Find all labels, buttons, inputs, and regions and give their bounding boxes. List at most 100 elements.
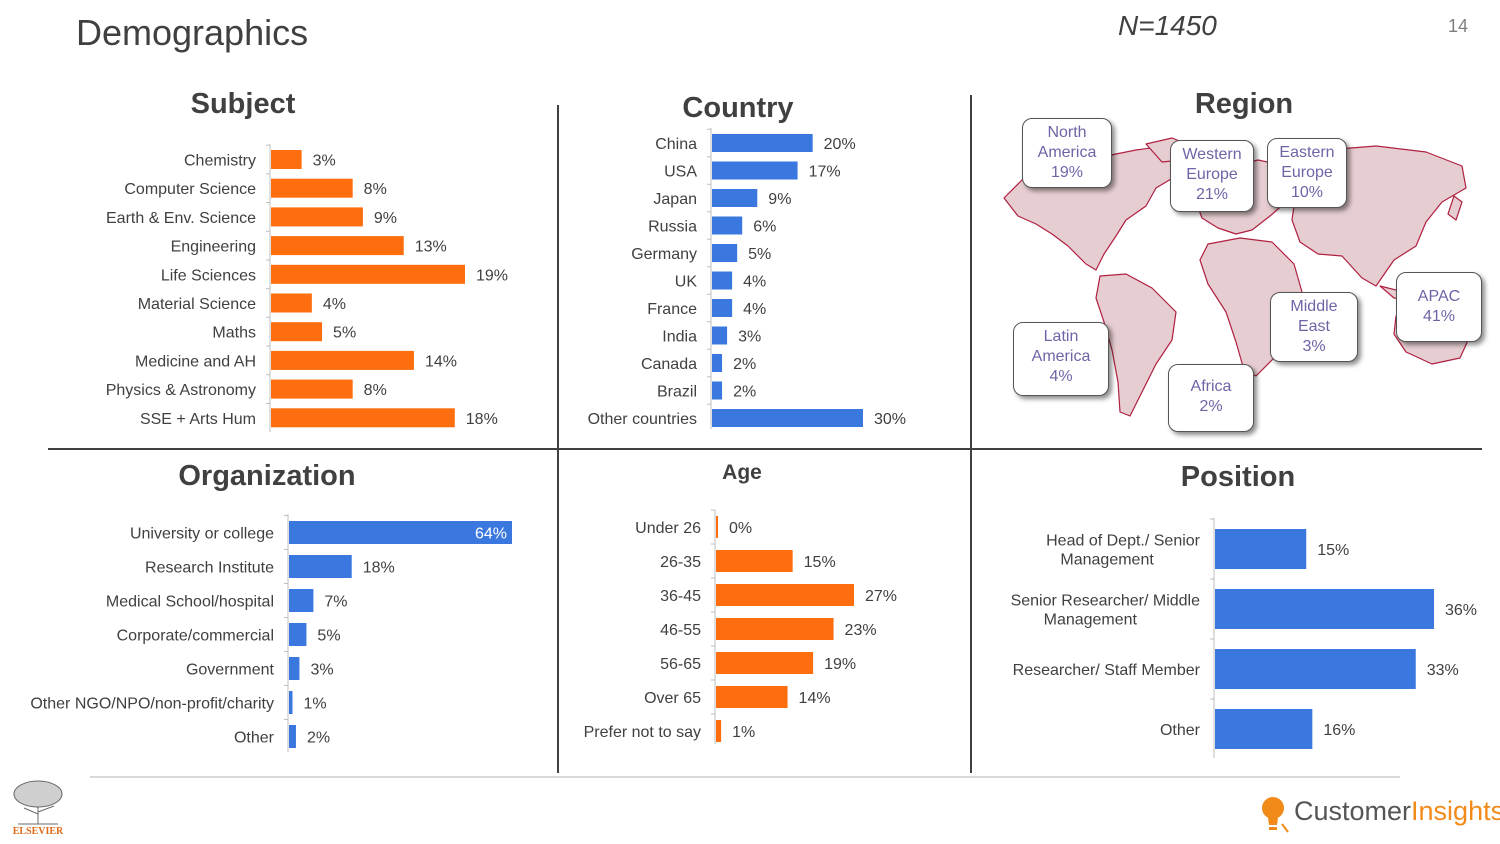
subject-chart: Chemistry 3% Computer Science 8% Earth & Env… (106, 144, 508, 432)
subject-category-label: Earth & Env. Science (106, 210, 256, 227)
country-value-label: 17% (809, 164, 841, 181)
organization-bar (289, 521, 512, 544)
age-bar (716, 720, 722, 742)
subject-category-label: Material Science (138, 296, 256, 313)
country-title: Country (682, 92, 794, 124)
position-value-label: 16% (1323, 722, 1355, 739)
country-category-label: UK (675, 274, 698, 291)
country-bar (712, 381, 723, 400)
age-value-label: 27% (865, 588, 897, 605)
subject-category-label: Medicine and AH (135, 353, 256, 370)
organization-category-label: University or college (130, 526, 274, 543)
age-bar (716, 618, 834, 640)
region-callout-line2: Europe (1186, 166, 1238, 183)
subject-bar (271, 236, 404, 256)
organization-value-label: 1% (303, 696, 326, 713)
organization-value-label: 7% (324, 594, 347, 611)
subject-bar (271, 178, 353, 198)
region-callout-line2: America (1037, 144, 1097, 161)
country-category-label: France (647, 301, 697, 318)
position-category-label: Researcher/ Staff Member (1013, 662, 1201, 679)
organization-value-label: 2% (307, 730, 330, 747)
region-callout-line1: Eastern (1279, 144, 1335, 161)
region-callout-line1: Western (1182, 146, 1242, 163)
country-category-label: India (662, 329, 697, 346)
region-callout-value: 10% (1290, 184, 1324, 201)
age-category-label: 36-45 (660, 588, 701, 605)
organization-bar (289, 555, 352, 578)
page-number: 14 (1448, 16, 1469, 36)
elsevier-tree-icon (13, 780, 63, 825)
region-callout-line1: Latin (1043, 328, 1079, 345)
subject-category-label: SSE + Arts Hum (140, 411, 256, 428)
subject-category-label: Maths (212, 325, 256, 342)
region-callout-value: 41% (1422, 308, 1456, 325)
sample-size: N=1450 (1118, 10, 1217, 41)
position-bar (1215, 529, 1307, 569)
subject-bar (271, 379, 353, 399)
region-callout-line2: Europe (1281, 164, 1333, 181)
country-value-label: 5% (748, 246, 771, 263)
map-japan (1447, 195, 1463, 221)
country-category-label: China (655, 136, 697, 153)
organization-bar (289, 623, 307, 646)
region-callout-line1: APAC (1417, 288, 1461, 305)
region-callout-apac: APAC 41% (1396, 272, 1482, 342)
age-category-label: 26-35 (660, 554, 701, 571)
brand-main: Customer (1294, 796, 1412, 826)
subject-value-label: 4% (323, 296, 346, 313)
region-callout-north-america: North America 19% (1022, 118, 1112, 188)
country-bar (712, 244, 738, 262)
divider-left (557, 105, 559, 773)
country-category-label: USA (664, 164, 697, 181)
organization-value-label: 64% (475, 526, 507, 543)
region-callout-line2: America (1031, 348, 1091, 365)
organization-category-label: Government (186, 662, 275, 679)
age-value-label: 19% (824, 656, 856, 673)
subject-bar (271, 264, 465, 284)
country-value-label: 2% (733, 384, 756, 401)
age-bar (716, 652, 814, 674)
country-bar (712, 271, 733, 290)
age-category-label: Under 26 (635, 520, 701, 537)
organization-chart: University or college 64% Research Institu… (30, 514, 512, 752)
country-bar (712, 299, 733, 317)
country-value-label: 3% (738, 329, 761, 346)
region-callout-line1: Africa (1190, 378, 1232, 395)
position-category-label: Other (1160, 722, 1201, 739)
subject-value-label: 8% (364, 382, 387, 399)
region-callout-value: 21% (1195, 186, 1229, 203)
organization-category-label: Other NGO/NPO/non-profit/charity (30, 696, 274, 713)
age-value-label: 0% (729, 520, 752, 537)
brand-accent: Insights (1411, 796, 1500, 826)
age-category-label: Over 65 (644, 690, 701, 707)
age-category-label: Prefer not to say (584, 724, 701, 741)
region-callout-value: 19% (1050, 164, 1084, 181)
organization-title: Organization (178, 460, 356, 492)
country-category-label: Other countries (588, 411, 697, 428)
country-chart: China 20% USA 17% Japan 9% Russia 6% Germany 5% UK… (588, 128, 906, 429)
subject-bar (271, 207, 363, 227)
position-value-label: 36% (1445, 602, 1477, 619)
country-bar (712, 134, 813, 152)
position-category-label: Senior Researcher/ Middle Management (1011, 593, 1201, 629)
country-bar (712, 216, 743, 235)
age-category-label: 56-65 (660, 656, 701, 673)
subject-category-label: Physics & Astronomy (106, 382, 256, 399)
country-category-label: Canada (641, 356, 697, 373)
subject-value-label: 18% (466, 411, 498, 428)
country-value-label: 6% (753, 219, 776, 236)
region-callout-eastern-europe: Eastern Europe 10% (1267, 138, 1347, 208)
age-bar (716, 550, 793, 572)
country-value-label: 4% (743, 301, 766, 318)
footer-line (90, 776, 1400, 778)
age-title: Age (722, 461, 762, 484)
position-value-label: 33% (1427, 662, 1459, 679)
subject-value-label: 13% (415, 239, 447, 256)
position-category-label: Head of Dept./ Senior Management (1046, 533, 1201, 569)
subject-value-label: 3% (313, 153, 336, 170)
age-bar (716, 686, 788, 708)
region-callout-line2: East (1297, 318, 1330, 335)
elsevier-wordmark: ELSEVIER (12, 826, 64, 837)
customer-insights-wordmark: CustomerInsights (1294, 796, 1500, 827)
